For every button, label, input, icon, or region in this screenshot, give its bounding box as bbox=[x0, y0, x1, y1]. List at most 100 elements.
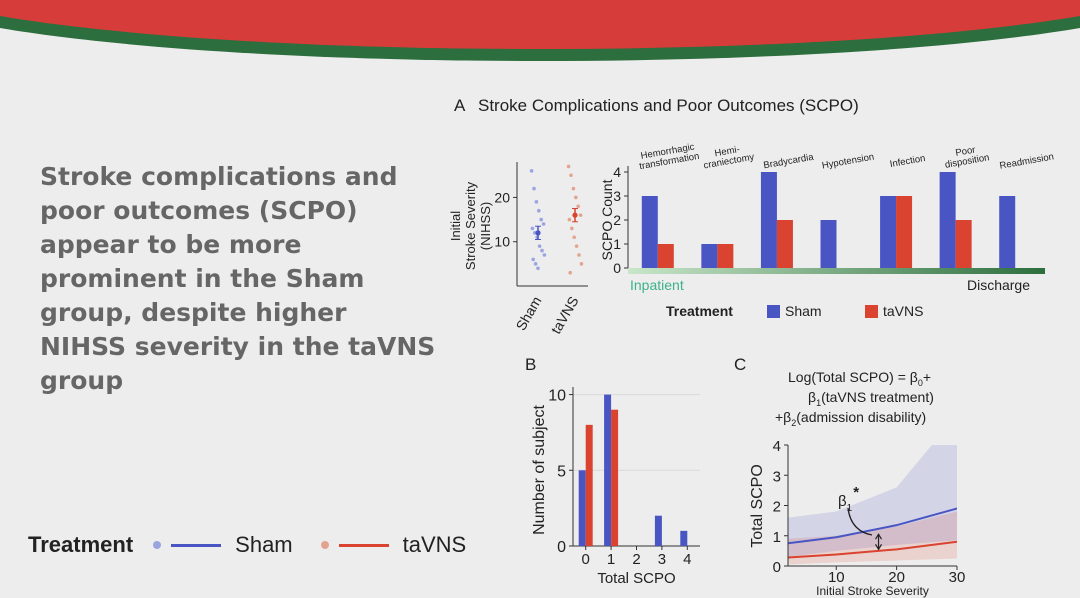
scatter-y-axis-label: InitialStroke Severity(NIHSS) bbox=[448, 181, 493, 270]
bar-a-sham bbox=[999, 196, 1016, 268]
bars-b-y-tick-label: 0 bbox=[557, 539, 566, 556]
bars-b-x-tick-label: 2 bbox=[632, 551, 640, 568]
panel-c-y-tick-label: 2 bbox=[773, 499, 781, 516]
timeline-bar bbox=[628, 268, 1045, 274]
bar-a-sham bbox=[701, 244, 718, 268]
scatter-point-tavns bbox=[577, 253, 581, 257]
scatter-point-tavns bbox=[578, 213, 583, 217]
scatter-point-sham bbox=[534, 200, 539, 204]
scatter-point-tavns bbox=[566, 164, 571, 169]
scatter-point-tavns bbox=[572, 235, 576, 240]
bar-a-tavns bbox=[657, 244, 674, 268]
beta-gap-arrowhead bbox=[875, 544, 883, 551]
nihss-scatter-chart: 10 20 Sham taVNS InitialStroke Severity(NIHS… bbox=[448, 162, 588, 337]
bar-a-tavns bbox=[717, 244, 734, 268]
bars-b-x-tick-label: 0 bbox=[582, 551, 590, 568]
scatter-point-sham bbox=[542, 253, 547, 257]
tavns-dot-icon bbox=[320, 541, 329, 549]
panel-c-x-tick-label: 20 bbox=[888, 569, 905, 586]
confidence-band-tavns bbox=[788, 511, 957, 565]
scatter-point-tavns bbox=[568, 270, 572, 275]
scatter-point-sham bbox=[531, 257, 535, 262]
legend-item-tavns: taVNS bbox=[402, 532, 467, 557]
bars-b-x-tick-label: 4 bbox=[683, 551, 691, 568]
panel-c-y-axis-label: Total SCPO bbox=[749, 464, 766, 548]
bar-a-sham bbox=[939, 172, 956, 268]
regression-line-sham bbox=[788, 507, 957, 545]
bars-a-y-axis-label: SCPO Count bbox=[599, 179, 615, 260]
panel-a-legend-tavns: taVNS bbox=[883, 303, 923, 319]
beta-pointer-arrow bbox=[847, 507, 873, 536]
panel-a-legend-title: Treatment bbox=[666, 303, 733, 319]
panel-c-x-axis-label: Initial Stroke Severity bbox=[816, 584, 929, 598]
panel-b-letter: B bbox=[525, 355, 536, 374]
scatter-point-sham bbox=[532, 186, 536, 191]
bar-b-sham bbox=[680, 530, 688, 546]
bars-a-y-tick-label: 4 bbox=[613, 164, 621, 180]
legend-title: Treatment bbox=[28, 532, 134, 557]
confidence-band-sham bbox=[788, 445, 957, 557]
scatter-point-sham bbox=[537, 244, 542, 248]
panel-c-y-tick-label: 1 bbox=[773, 529, 781, 546]
scatter-point-sham bbox=[529, 169, 534, 173]
scatter-point-sham bbox=[539, 217, 543, 222]
panel-c-y-tick-label: 3 bbox=[773, 468, 781, 485]
scatter-point-sham bbox=[537, 208, 541, 213]
panel-c-letter: C bbox=[734, 355, 746, 374]
bars-a-y-tick-label: 2 bbox=[613, 212, 621, 228]
bar-a-tavns bbox=[955, 220, 972, 268]
scatter-mean-sham bbox=[535, 230, 541, 236]
panel-c-plot-area bbox=[788, 445, 957, 565]
regression-line-chart: 0 1 2 3 4 10 20 30 Initial Stroke Severity Total … bbox=[749, 438, 966, 598]
scatter-x-tick-label: Sham bbox=[512, 294, 544, 334]
sham-line-icon bbox=[171, 543, 222, 547]
bars-a-y-tick-label: 3 bbox=[613, 188, 621, 204]
panel-c-x-tick-label: 30 bbox=[949, 569, 966, 586]
scatter-point-tavns bbox=[569, 173, 573, 178]
svg-text:β1*: β1* bbox=[838, 484, 859, 514]
bar-b-tavns bbox=[585, 424, 593, 546]
headline-text: Stroke complications and poor outcomes (… bbox=[40, 162, 436, 395]
scatter-point-sham bbox=[541, 222, 546, 226]
bar-b-tavns bbox=[611, 409, 619, 546]
sham-dot-icon bbox=[153, 541, 162, 549]
scatter-point-tavns bbox=[579, 262, 584, 266]
bar-a-tavns bbox=[776, 220, 793, 268]
bars-a-category-label: Hypotension bbox=[821, 152, 875, 172]
scatter-x-tick-label: taVNS bbox=[548, 294, 582, 337]
panel-a-legend-sham-swatch bbox=[767, 305, 780, 318]
scatter-mean-tavns bbox=[572, 212, 578, 218]
bars-a-category-label: Infection bbox=[889, 153, 926, 170]
bars-a-category-label: Hemi-craniectomy bbox=[701, 142, 755, 172]
bars-a-category-label: Poordisposition bbox=[942, 142, 990, 170]
beta-gap-arrowhead bbox=[875, 533, 883, 540]
bars-a-category-label: Hemorrhagictransformation bbox=[637, 141, 700, 172]
scatter-point-tavns bbox=[576, 204, 580, 209]
legend-item-sham: Sham bbox=[235, 532, 293, 557]
scatter-point-sham bbox=[533, 262, 538, 266]
bar-a-sham bbox=[641, 196, 658, 268]
svg-text:Log(Total SCPO) = β0+: Log(Total SCPO) = β0+ bbox=[788, 369, 931, 388]
scatter-point-sham bbox=[536, 266, 540, 271]
bar-a-tavns bbox=[896, 196, 913, 268]
panel-c-x-tick-label: 10 bbox=[828, 569, 845, 586]
scatter-point-tavns bbox=[570, 226, 574, 231]
scatter-point-sham bbox=[530, 226, 535, 231]
bar-b-sham bbox=[604, 394, 612, 546]
bar-b-sham bbox=[578, 470, 586, 546]
scatter-y-tick-label: 10 bbox=[494, 234, 510, 250]
timeline-end-label: Discharge bbox=[967, 277, 1030, 293]
scatter-point-tavns bbox=[574, 244, 579, 248]
bar-a-sham bbox=[760, 172, 777, 268]
panel-a-legend-tavns-swatch bbox=[865, 305, 878, 318]
svg-text:+β2(admission disability): +β2(admission disability) bbox=[775, 409, 926, 428]
bars-a-y-tick-label: 0 bbox=[613, 260, 621, 276]
regression-formula: Log(Total SCPO) = β0+ β1(taVNS treatment… bbox=[775, 369, 934, 428]
beta-annotation: β1* bbox=[838, 484, 873, 536]
treatment-legend: Treatment Sham taVNS bbox=[28, 530, 494, 560]
bars-b-y-tick-label: 10 bbox=[548, 388, 566, 405]
bars-b-x-tick-label: 1 bbox=[607, 551, 615, 568]
